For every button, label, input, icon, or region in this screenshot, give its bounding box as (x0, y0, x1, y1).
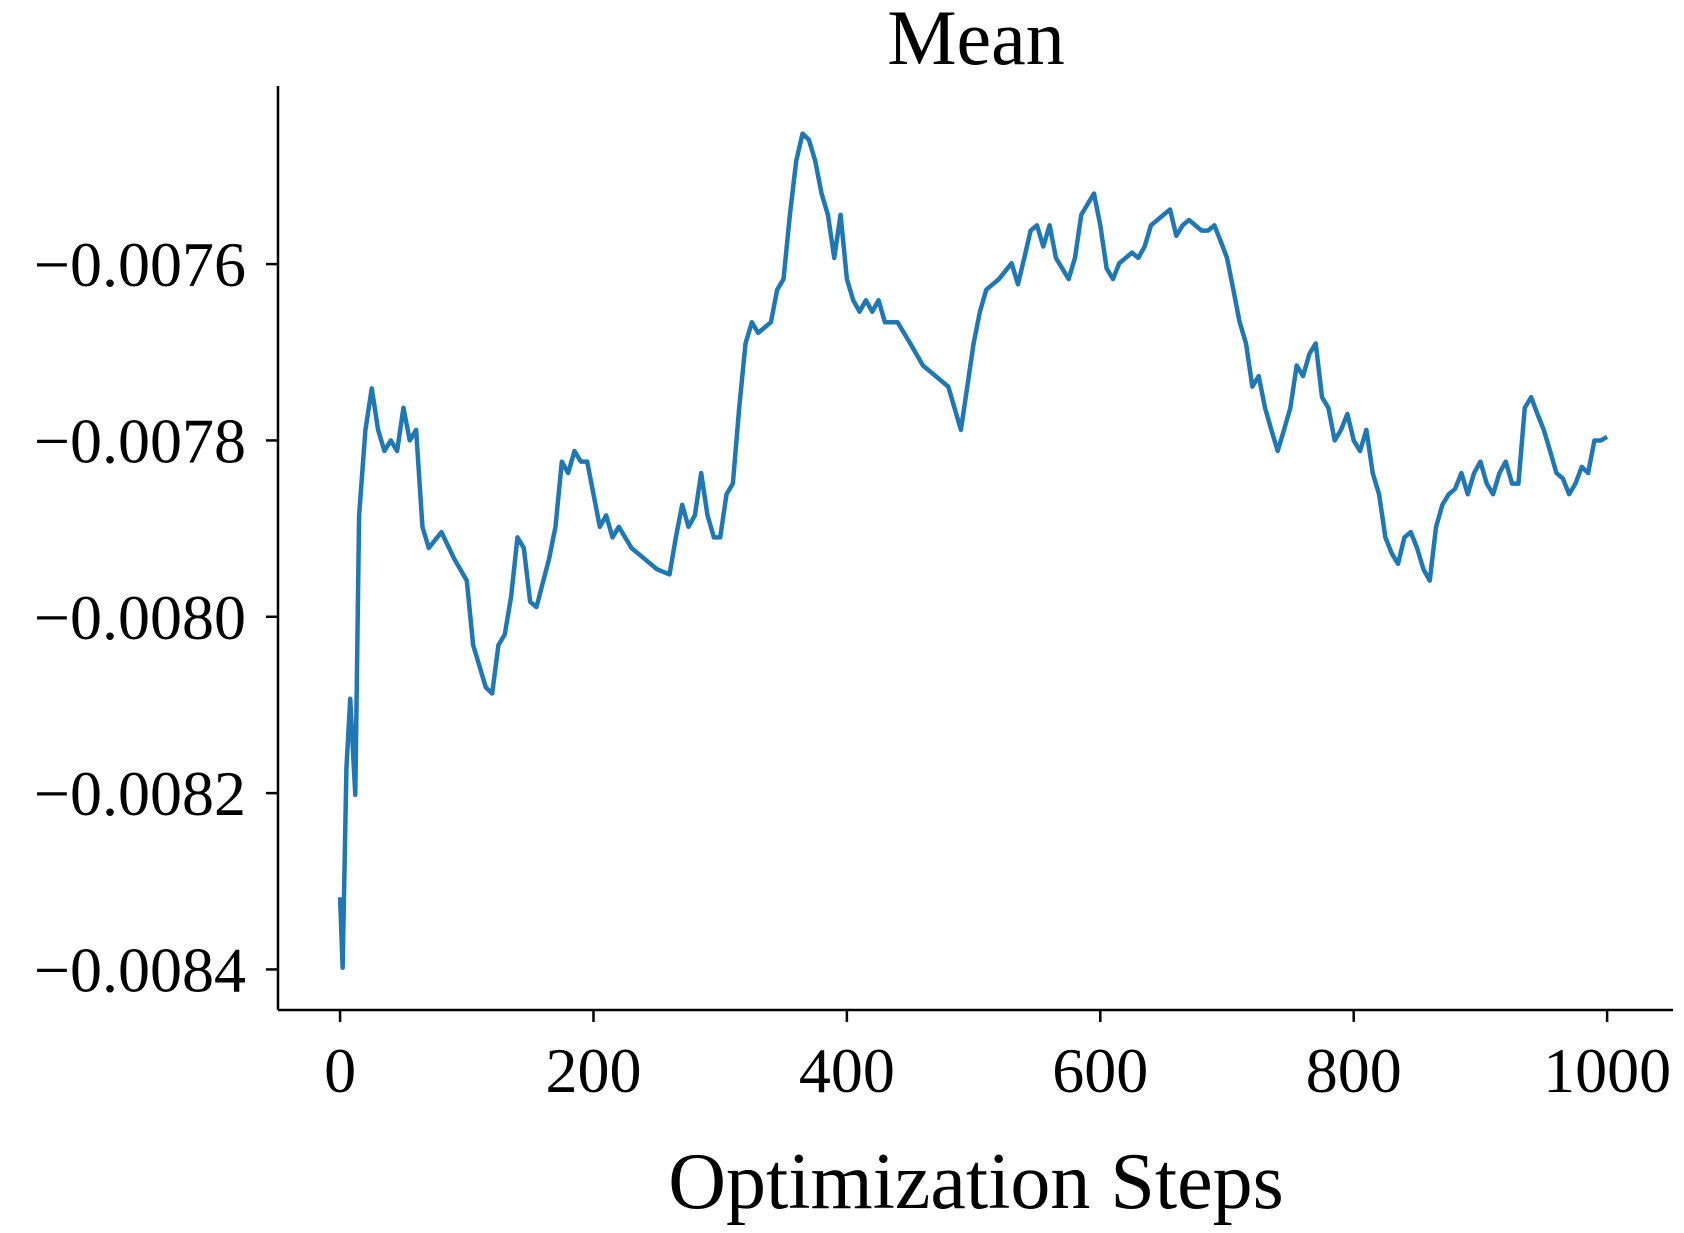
x-tick-label: 400 (799, 1035, 895, 1106)
x-tick-label: 200 (545, 1035, 641, 1106)
x-tick-label: 800 (1306, 1035, 1402, 1106)
x-axis-label: Optimization Steps (668, 1138, 1284, 1226)
y-tick-label: −0.0084 (34, 934, 246, 1005)
data-line (337, 131, 1609, 970)
chart-title: Mean (887, 0, 1065, 81)
y-tick-label: −0.0080 (34, 582, 246, 653)
x-tick-label: 0 (324, 1035, 356, 1106)
y-tick-label: −0.0078 (34, 405, 246, 476)
y-tick-label: −0.0076 (34, 229, 246, 300)
y-tick-label: −0.0082 (34, 758, 246, 829)
x-tick-label: 1000 (1543, 1035, 1671, 1106)
x-tick-label: 600 (1052, 1035, 1148, 1106)
